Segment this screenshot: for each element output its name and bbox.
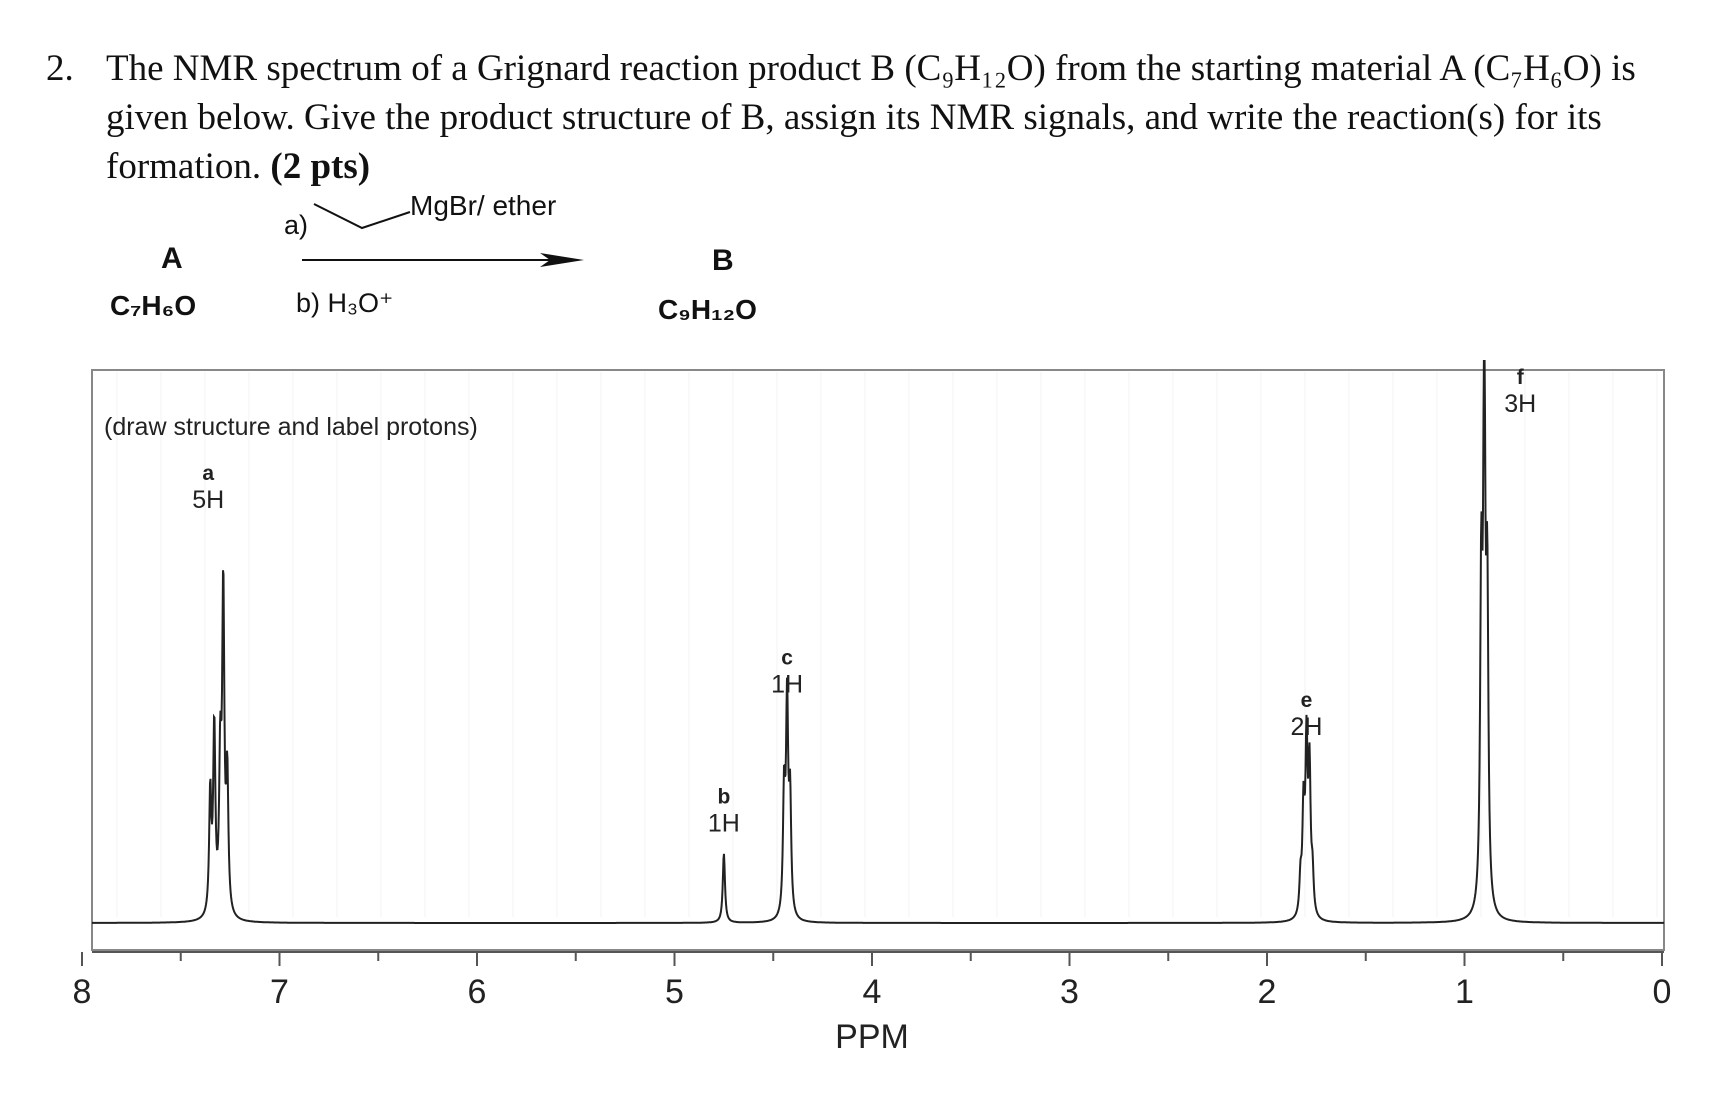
reactant-label: A xyxy=(161,242,183,275)
question-body: The NMR spectrum of a Grignard reaction … xyxy=(106,48,1636,187)
peak-integration-b: 1H xyxy=(708,809,740,837)
x-tick-label-2: 2 xyxy=(1258,973,1277,1011)
peak-letter-c: c xyxy=(781,646,793,669)
question-text: The NMR spectrum of a Grignard reaction … xyxy=(106,44,1686,191)
step-a-reagent: MgBr/ ether xyxy=(410,190,557,221)
reactant-formula: C₇H₆O xyxy=(110,290,197,321)
peak-integration-a: 5H xyxy=(192,486,224,514)
step-a-prefix: a) xyxy=(284,210,309,240)
x-tick-label-1: 1 xyxy=(1455,973,1474,1011)
x-tick-label-7: 7 xyxy=(270,973,289,1011)
step-b-reagent: b) H₃O⁺ xyxy=(296,288,394,318)
x-axis-title: PPM xyxy=(835,1018,909,1056)
ethyl-chain-icon xyxy=(313,203,411,230)
product-label: B xyxy=(712,244,734,277)
x-tick-label-6: 6 xyxy=(468,973,487,1011)
x-tick-label-5: 5 xyxy=(665,973,684,1011)
question-points: (2 pts) xyxy=(270,146,371,187)
peak-letter-a: a xyxy=(202,462,214,485)
x-tick-label-8: 8 xyxy=(73,973,92,1011)
question-number: 2. xyxy=(46,48,74,89)
reaction-arrow-icon xyxy=(302,253,584,267)
x-tick-label-4: 4 xyxy=(863,973,882,1011)
nmr-spectrum: (draw structure and label protons) 8 7 6 5 4 3… xyxy=(73,360,1672,1056)
peak-integration-c: 1H xyxy=(771,670,803,698)
reaction-scheme: A C₇H₆O a) MgBr/ ether b) H₃O⁺ B C₉H₁₂O xyxy=(0,0,1736,340)
peak-letter-e: e xyxy=(1301,689,1313,712)
x-tick-label-0: 0 xyxy=(1653,973,1672,1011)
peak-letter-f: f xyxy=(1517,366,1525,389)
spectrum-instruction: (draw structure and label protons) xyxy=(104,413,478,441)
peak-integration-f: 3H xyxy=(1504,390,1536,418)
x-tick-label-3: 3 xyxy=(1060,973,1079,1011)
spectrum-frame xyxy=(91,369,1665,951)
peak-integration-e: 2H xyxy=(1291,713,1323,741)
peak-letter-b: b xyxy=(717,785,730,808)
product-formula: C₉H₁₂O xyxy=(658,294,757,325)
spectrum-trace xyxy=(92,360,1664,924)
